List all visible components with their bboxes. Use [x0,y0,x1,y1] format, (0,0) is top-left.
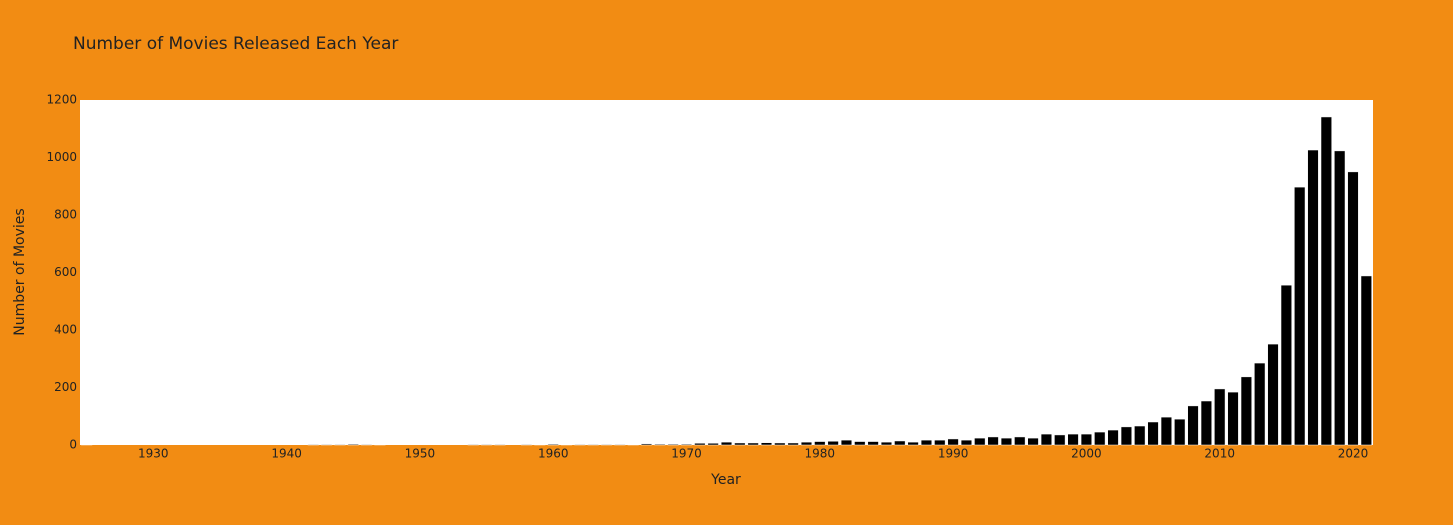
bar [880,441,893,446]
bar [694,443,706,446]
bar [1320,116,1332,446]
bar [840,439,853,446]
bar [1014,436,1026,446]
bar [1040,433,1052,446]
bar [654,443,666,446]
bar [747,442,759,446]
bar [867,441,879,446]
bar [707,443,719,446]
bar [1307,149,1319,446]
bar [1027,437,1039,446]
x-tick-label: 2020 [1338,447,1369,461]
y-tick-label: 1000 [46,150,77,164]
bar [920,439,933,446]
bar [1347,171,1359,446]
bar [934,439,946,446]
y-tick-label: 200 [54,380,77,394]
bar [680,443,693,446]
bar [587,444,599,446]
bar [600,444,613,446]
bar [520,444,533,446]
bar [614,444,626,446]
bar [1227,391,1239,446]
y-tick-label: 400 [54,323,77,337]
x-tick-label: 1960 [538,447,569,461]
bar [547,443,559,446]
bar [907,441,919,446]
bar [347,443,359,446]
bar [1280,284,1292,446]
bar [307,444,319,446]
bar [734,442,746,446]
bar [640,443,653,446]
bar [334,444,346,446]
y-axis-title: Number of Movies [12,208,28,335]
bar [774,442,786,446]
chart-title: Number of Movies Released Each Year [73,34,398,54]
bar [960,439,973,446]
x-tick-label: 1950 [405,447,436,461]
bar [467,444,479,446]
plot-area [80,100,1373,445]
y-tick-label: 800 [54,208,77,222]
bar [760,442,773,446]
bar [321,444,333,446]
bar [667,443,679,446]
bar [1120,426,1132,446]
bar [1107,429,1119,446]
bar [947,438,959,446]
x-tick-label: 1990 [938,447,969,461]
x-axis-title: Year [710,472,741,488]
bar [1147,421,1159,446]
bar [814,441,826,446]
bar [854,441,866,446]
bar [800,441,813,446]
x-tick-label: 1970 [671,447,702,461]
bar [1160,416,1172,446]
bar [1174,418,1186,446]
bar [720,441,733,446]
bar [1334,150,1346,446]
bar [1067,433,1079,446]
bar [574,444,586,446]
x-tick-label: 2010 [1204,447,1235,461]
x-tick-label: 1980 [805,447,836,461]
bar [987,436,999,446]
bar [1267,343,1279,446]
y-tick-label: 1200 [46,93,77,107]
bar [1134,425,1146,446]
bar [1000,437,1013,446]
x-tick-label: 2000 [1071,447,1102,461]
bar [494,444,506,446]
bar [1080,433,1092,446]
bar [480,444,493,446]
bar [1214,388,1226,446]
bar [894,440,906,446]
bar [974,437,986,446]
bar [827,441,839,446]
bar [1240,376,1252,446]
y-tick-label: 0 [69,438,77,452]
x-tick-label: 1940 [271,447,302,461]
bar [1187,405,1199,446]
bar [1254,362,1266,446]
y-tick-label: 600 [54,265,77,279]
bar [1294,186,1306,446]
bar [361,444,373,446]
bar [1094,431,1106,446]
bar [1054,434,1066,446]
bar [1360,275,1372,446]
bar [1200,400,1212,446]
bar [787,442,799,446]
x-tick-label: 1930 [138,447,169,461]
